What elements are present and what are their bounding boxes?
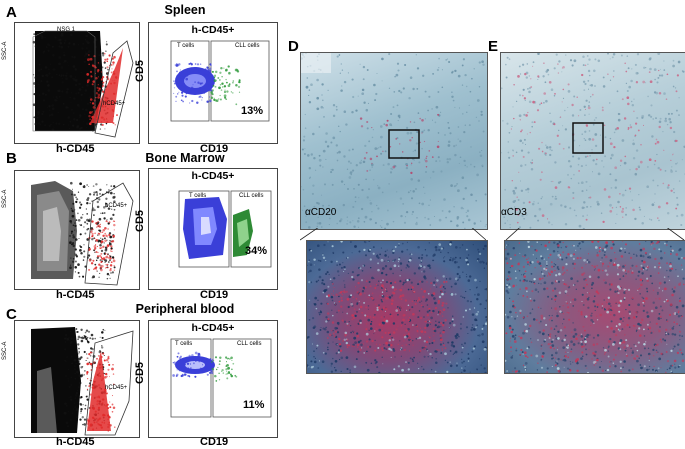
dotplot-spleen-gating: NSG 1 hCD45+ <box>14 22 140 144</box>
axis-label-hcd45-a: h-CD45 <box>56 143 95 155</box>
tcell-label-b: T cells <box>189 193 207 199</box>
zoom-box-e <box>572 122 604 154</box>
detail-texture-d <box>307 241 487 373</box>
quad-title-c: h-CD45+ <box>191 322 235 334</box>
quad-svg-b <box>178 190 272 268</box>
dotplot-pb-svg <box>31 327 134 436</box>
histology-detail-cd20 <box>306 240 488 374</box>
panel-letter-e: E <box>488 38 499 55</box>
gate-label-hcd45: hCD45+ <box>103 101 126 107</box>
dot-texture <box>359 113 440 175</box>
dot-texture <box>510 62 680 224</box>
axis-label-cd5-a: CD5 <box>134 59 146 82</box>
quadrant-plot-peripheral-blood: h-CD45+ T cells CLL cells 11% <box>148 320 278 438</box>
axis-label-ssc-b: SSC-A <box>2 189 8 208</box>
hcd45-gate <box>94 40 134 138</box>
stain-label-cd3: αCD3 <box>501 207 527 218</box>
cll-core-b <box>237 219 249 247</box>
axis-label-cd19-a: CD19 <box>200 143 229 155</box>
hcd45-gate-b <box>84 182 134 286</box>
dot-texture <box>326 280 448 353</box>
stain-label-cd20: αCD20 <box>305 207 337 218</box>
cll-label-b: CLL cells <box>239 193 264 199</box>
panel-letter-d: D <box>288 38 299 55</box>
dot-texture <box>211 356 238 382</box>
percent-a: 13% <box>241 105 264 117</box>
percent-b: 34% <box>245 245 268 257</box>
detail-texture-e <box>505 241 685 373</box>
zoom-lines-d <box>300 228 486 241</box>
tissue-texture-d <box>301 53 487 229</box>
tcell-gate-b <box>178 190 230 268</box>
panel-letter-c: C <box>6 306 17 323</box>
histology-overview-cd3: αCD3 <box>500 52 685 230</box>
gated-population-red <box>90 48 123 123</box>
nsg-gate <box>32 30 96 132</box>
percent-c: 11% <box>243 399 265 411</box>
quad-svg-c <box>170 338 272 418</box>
gate-label-b: hCD45+ <box>105 203 128 209</box>
dot-texture <box>301 53 487 229</box>
gated-population-red-c <box>87 351 111 431</box>
axis-label-ssc-a: SSC-A <box>2 41 8 60</box>
dot-texture <box>307 241 487 373</box>
dot-texture <box>172 351 214 378</box>
section-title-spleen: Spleen <box>164 3 206 17</box>
quadrant-plot-bone-marrow: h-CD45+ T cells CLL cells 34% <box>148 168 278 290</box>
dot-texture <box>505 241 684 373</box>
tissue-edge-d <box>301 53 331 73</box>
axis-label-cd19-b: CD19 <box>200 289 229 301</box>
axis-label-ssc-c: SSC-A <box>2 341 8 360</box>
axis-label-cd5-b: CD5 <box>134 209 146 232</box>
quad-title-b: h-CD45+ <box>191 170 235 182</box>
section-title-bone-marrow: Bone Marrow <box>145 151 225 165</box>
quad-svg-a <box>170 40 270 122</box>
tcell-core-b <box>201 217 211 235</box>
panel-letter-b: B <box>6 150 17 167</box>
section-title-peripheral-blood: Peripheral blood <box>135 302 235 316</box>
cll-gate-b <box>230 190 272 268</box>
gate-label-c: hCD45+ <box>105 385 128 391</box>
dot-texture <box>307 241 487 373</box>
tissue-texture-e <box>501 53 685 229</box>
tcell-label-c: T cells <box>175 341 193 347</box>
quad-title-a: h-CD45+ <box>191 24 235 36</box>
zoom-lines-e <box>505 228 685 241</box>
dotplot-bone-marrow-gating: hCD45+ <box>14 170 140 290</box>
tcell-core-c <box>185 361 205 369</box>
axis-label-cd5-c: CD5 <box>134 361 146 384</box>
dot-texture <box>505 241 685 373</box>
dotplot-bm-svg <box>31 181 134 286</box>
contour-core-b <box>43 207 61 261</box>
histology-detail-cd3 <box>504 240 685 374</box>
zoom-box-d <box>388 129 420 159</box>
axis-label-hcd45-c: h-CD45 <box>56 436 95 448</box>
dot-texture <box>87 220 116 272</box>
axis-label-cd19-c: CD19 <box>200 436 229 448</box>
dotplot-peripheral-blood-gating: hCD45+ <box>14 320 140 438</box>
cll-label-a: CLL cells <box>235 43 260 49</box>
dot-texture <box>86 351 116 432</box>
cll-label-c: CLL cells <box>237 341 262 347</box>
quadrant-plot-spleen: h-CD45+ T cells CLL cells 13% <box>148 22 278 144</box>
panel-letter-a: A <box>6 4 17 21</box>
contour-c <box>37 367 57 433</box>
tcell-gate-c <box>170 338 212 418</box>
cll-gate-c <box>212 338 272 418</box>
gate-label-nsg1: NSG 1 <box>57 27 76 33</box>
dotplot-spleen-svg <box>32 30 134 138</box>
hcd45-gate-c <box>84 330 134 436</box>
tcell-label-a: T cells <box>177 43 195 49</box>
dot-texture <box>505 241 685 373</box>
axis-label-hcd45-b: h-CD45 <box>56 289 95 301</box>
histology-overview-cd20: αCD20 <box>300 52 488 230</box>
dot-texture <box>210 65 241 106</box>
